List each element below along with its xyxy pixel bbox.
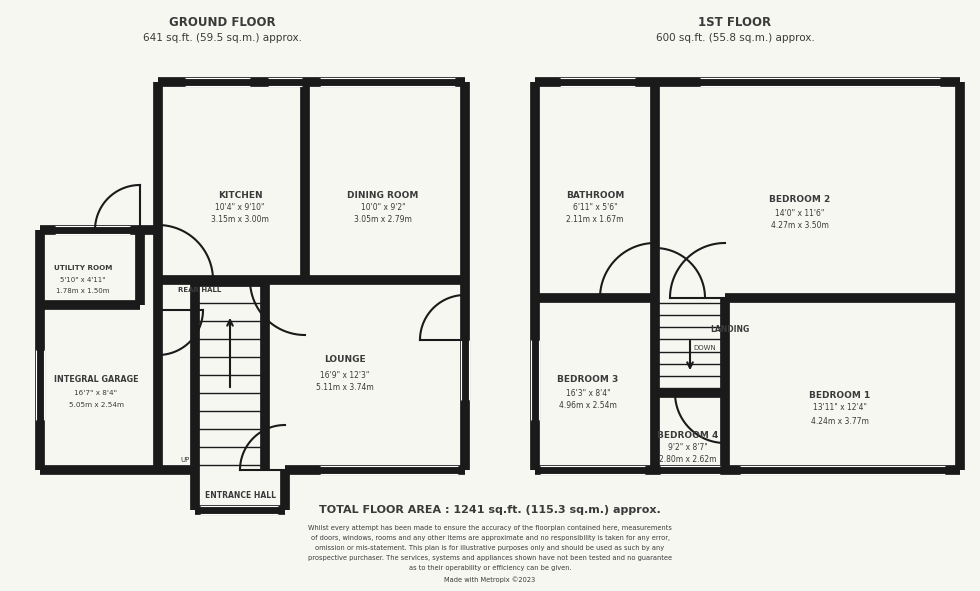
- Text: 4.27m x 3.50m: 4.27m x 3.50m: [771, 220, 829, 229]
- Text: UTILITY ROOM: UTILITY ROOM: [54, 265, 112, 271]
- Text: DINING ROOM: DINING ROOM: [347, 190, 418, 200]
- Text: 1.78m x 1.50m: 1.78m x 1.50m: [56, 288, 110, 294]
- Text: BEDROOM 3: BEDROOM 3: [558, 375, 618, 385]
- Text: 641 sq.ft. (59.5 sq.m.) approx.: 641 sq.ft. (59.5 sq.m.) approx.: [142, 33, 302, 43]
- Text: 3.15m x 3.00m: 3.15m x 3.00m: [211, 216, 269, 225]
- Text: 10'4" x 9'10": 10'4" x 9'10": [216, 203, 265, 213]
- Text: 16'9" x 12'3": 16'9" x 12'3": [320, 371, 369, 379]
- Text: TOTAL FLOOR AREA : 1241 sq.ft. (115.3 sq.m.) approx.: TOTAL FLOOR AREA : 1241 sq.ft. (115.3 sq…: [319, 505, 661, 515]
- Text: BEDROOM 1: BEDROOM 1: [809, 391, 870, 400]
- Text: INTEGRAL GARAGE: INTEGRAL GARAGE: [54, 375, 138, 385]
- Text: DOWN: DOWN: [694, 345, 716, 351]
- Text: prospective purchaser. The services, systems and appliances shown have not been : prospective purchaser. The services, sys…: [308, 555, 672, 561]
- Text: 1ST FLOOR: 1ST FLOOR: [699, 15, 771, 28]
- Text: 600 sq.ft. (55.8 sq.m.) approx.: 600 sq.ft. (55.8 sq.m.) approx.: [656, 33, 814, 43]
- Text: 10'0" x 9'2": 10'0" x 9'2": [361, 203, 406, 213]
- Text: BATHROOM: BATHROOM: [565, 190, 624, 200]
- Text: 14'0" x 11'6": 14'0" x 11'6": [775, 209, 825, 217]
- Text: Whilst every attempt has been made to ensure the accuracy of the floorplan conta: Whilst every attempt has been made to en…: [308, 525, 672, 531]
- Text: LOUNGE: LOUNGE: [324, 356, 366, 365]
- Text: 16'3" x 8'4": 16'3" x 8'4": [565, 388, 611, 398]
- Text: GROUND FLOOR: GROUND FLOOR: [169, 15, 275, 28]
- Text: 2.80m x 2.62m: 2.80m x 2.62m: [660, 456, 716, 465]
- Text: 5'10" x 4'11": 5'10" x 4'11": [61, 277, 106, 283]
- Text: 2.11m x 1.67m: 2.11m x 1.67m: [566, 216, 623, 225]
- Text: 5.11m x 3.74m: 5.11m x 3.74m: [317, 384, 374, 392]
- Text: Made with Metropix ©2023: Made with Metropix ©2023: [444, 577, 536, 583]
- Text: omission or mis-statement. This plan is for illustrative purposes only and shoul: omission or mis-statement. This plan is …: [316, 545, 664, 551]
- Text: 9'2" x 8'7": 9'2" x 8'7": [668, 443, 708, 453]
- Text: BEDROOM 2: BEDROOM 2: [769, 196, 831, 204]
- Text: UP: UP: [180, 457, 189, 463]
- Text: 3.05m x 2.79m: 3.05m x 2.79m: [354, 216, 412, 225]
- Text: BEDROOM 4: BEDROOM 4: [658, 430, 718, 440]
- Text: of doors, windows, rooms and any other items are approximate and no responsibili: of doors, windows, rooms and any other i…: [311, 535, 669, 541]
- Text: REAR HALL: REAR HALL: [178, 287, 221, 293]
- Text: 5.05m x 2.54m: 5.05m x 2.54m: [69, 402, 123, 408]
- Text: ENTRANCE HALL: ENTRANCE HALL: [205, 491, 275, 499]
- Text: 4.96m x 2.54m: 4.96m x 2.54m: [559, 401, 617, 411]
- Text: as to their operability or efficiency can be given.: as to their operability or efficiency ca…: [409, 565, 571, 571]
- Text: 6'11" x 5'6": 6'11" x 5'6": [572, 203, 617, 213]
- Text: KITCHEN: KITCHEN: [218, 190, 263, 200]
- Text: 4.24m x 3.77m: 4.24m x 3.77m: [811, 417, 869, 426]
- Text: LANDING: LANDING: [710, 326, 750, 335]
- Text: 13'11" x 12'4": 13'11" x 12'4": [813, 404, 867, 413]
- Text: 16'7" x 8'4": 16'7" x 8'4": [74, 390, 118, 396]
